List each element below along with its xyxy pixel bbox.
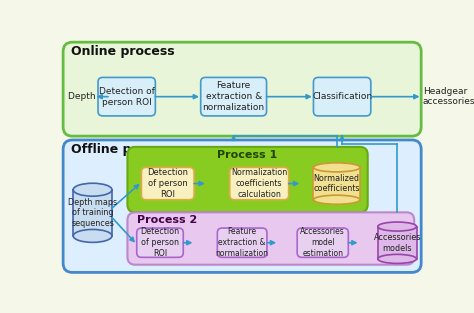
FancyBboxPatch shape	[137, 228, 183, 257]
Text: Feature
extraction &
normalization: Feature extraction & normalization	[202, 81, 264, 112]
Text: Normalization
coefficients
calculation: Normalization coefficients calculation	[231, 168, 287, 199]
Ellipse shape	[73, 229, 112, 242]
FancyBboxPatch shape	[98, 77, 155, 116]
FancyBboxPatch shape	[141, 167, 194, 200]
Text: Normalized
coefficients: Normalized coefficients	[313, 174, 360, 193]
Ellipse shape	[313, 195, 360, 204]
Text: Online process: Online process	[71, 45, 174, 58]
Bar	[378, 227, 417, 259]
FancyBboxPatch shape	[218, 228, 267, 257]
Text: Feature
extraction &
normalization: Feature extraction & normalization	[216, 228, 269, 258]
Text: Classification: Classification	[312, 92, 372, 101]
FancyBboxPatch shape	[128, 212, 414, 265]
Ellipse shape	[313, 163, 360, 172]
FancyBboxPatch shape	[297, 228, 348, 257]
Text: Detection
of person
ROI: Detection of person ROI	[147, 168, 188, 199]
Text: Headgear
accessories: Headgear accessories	[423, 87, 474, 106]
Text: Offline processes: Offline processes	[71, 143, 192, 156]
Ellipse shape	[378, 222, 417, 231]
FancyBboxPatch shape	[63, 42, 421, 136]
Text: Accessories
models: Accessories models	[374, 233, 421, 253]
Ellipse shape	[378, 254, 417, 264]
FancyBboxPatch shape	[313, 77, 371, 116]
Text: Process 1: Process 1	[218, 150, 278, 160]
Text: Process 2: Process 2	[137, 215, 197, 225]
Ellipse shape	[73, 183, 112, 196]
Text: Detection
of person
ROI: Detection of person ROI	[140, 228, 180, 258]
Bar	[73, 190, 112, 236]
FancyBboxPatch shape	[201, 77, 266, 116]
Text: Accessories
model
estimation: Accessories model estimation	[301, 228, 345, 258]
FancyBboxPatch shape	[128, 147, 368, 212]
Text: Depth map: Depth map	[68, 92, 118, 101]
Text: Detection of
person ROI: Detection of person ROI	[99, 87, 155, 106]
FancyBboxPatch shape	[63, 140, 421, 272]
Text: Depth maps
of training
sequences: Depth maps of training sequences	[68, 198, 117, 228]
Bar	[313, 167, 360, 200]
FancyBboxPatch shape	[230, 167, 289, 200]
